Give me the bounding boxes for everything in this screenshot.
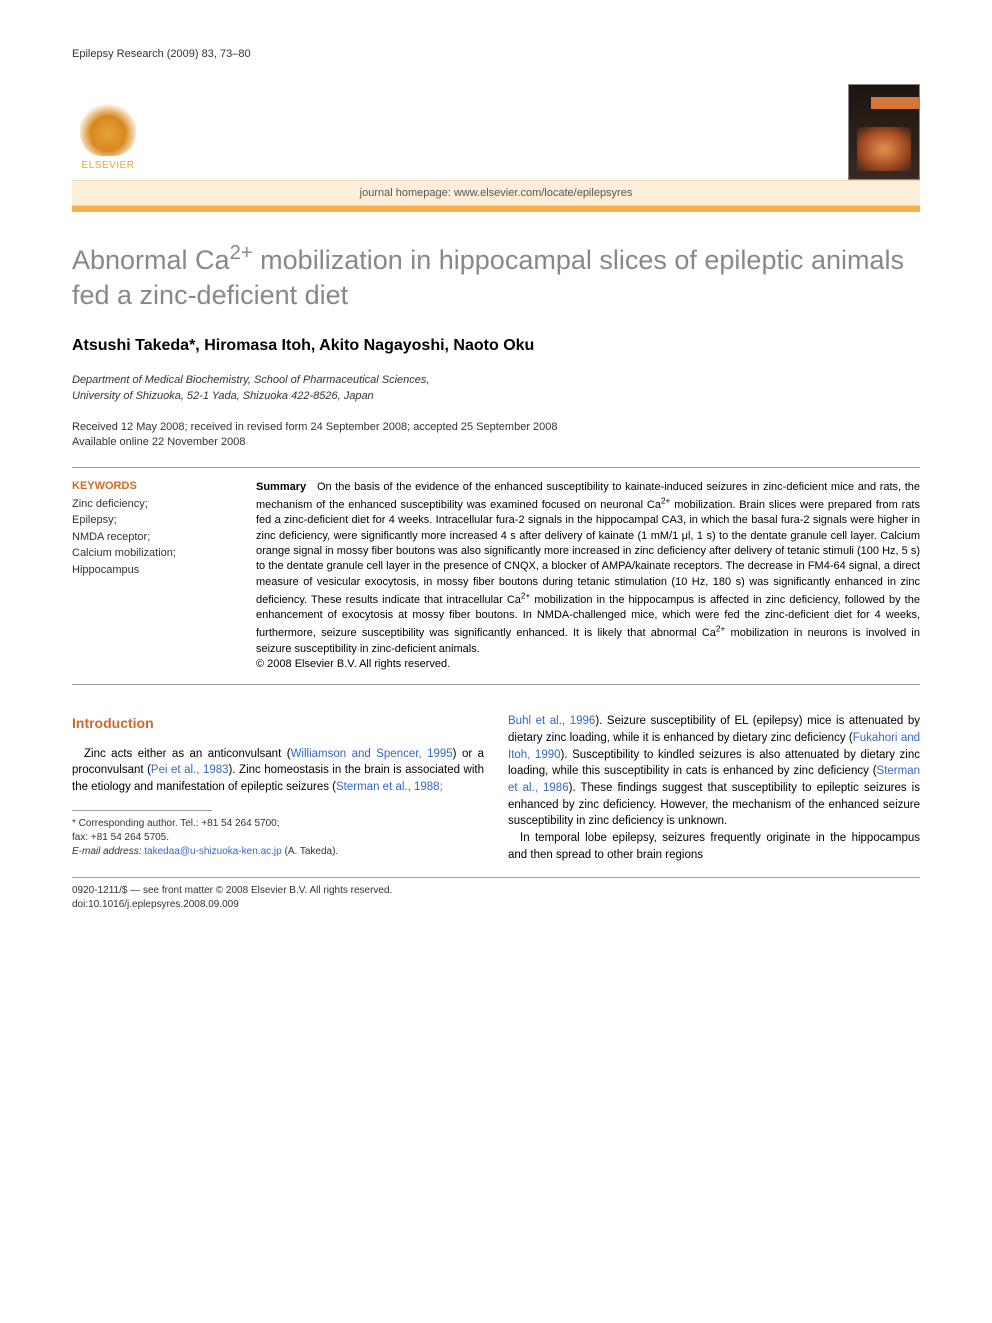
article-title: Abnormal Ca2+ mobilization in hippocampa… <box>72 240 920 313</box>
journal-cover-thumbnail <box>848 84 920 180</box>
footnote-divider <box>72 810 212 811</box>
affiliation-line: University of Shizuoka, 52-1 Yada, Shizu… <box>72 389 920 404</box>
intro-paragraph: Zinc acts either as an anticonvulsant (W… <box>72 746 484 796</box>
divider <box>72 877 920 878</box>
summary-body: On the basis of the evidence of the enha… <box>256 481 920 655</box>
email-suffix: (A. Takeda). <box>284 846 338 857</box>
divider <box>72 684 920 685</box>
corresponding-author-fax: fax: +81 54 264 5705. <box>72 831 484 845</box>
intro-paragraph: Buhl et al., 1996). Seizure susceptibili… <box>508 713 920 830</box>
introduction-heading: Introduction <box>72 713 484 733</box>
dates-received: Received 12 May 2008; received in revise… <box>72 420 920 435</box>
summary-label: Summary <box>256 481 306 493</box>
dates-online: Available online 22 November 2008 <box>72 435 920 450</box>
corresponding-author-tel: * Corresponding author. Tel.: +81 54 264… <box>72 817 484 831</box>
affiliation: Department of Medical Biochemistry, Scho… <box>72 373 920 404</box>
keywords-list: Zinc deficiency;Epilepsy;NMDA receptor;C… <box>72 496 232 579</box>
corresponding-email[interactable]: takedaa@u-shizuoka-ken.ac.jp <box>144 846 281 857</box>
orange-divider <box>72 206 920 212</box>
author-list: Atsushi Takeda*, Hiromasa Itoh, Akito Na… <box>72 337 920 355</box>
divider <box>72 467 920 468</box>
intro-paragraph: In temporal lobe epilepsy, seizures freq… <box>508 830 920 863</box>
journal-homepage-bar: journal homepage: www.elsevier.com/locat… <box>72 180 920 206</box>
elsevier-label: ELSEVIER <box>82 160 135 171</box>
journal-citation: Epilepsy Research (2009) 83, 73–80 <box>72 48 251 60</box>
front-matter-line: 0920-1211/$ — see front matter © 2008 El… <box>72 884 920 898</box>
doi-line: doi:10.1016/j.eplepsyres.2008.09.009 <box>72 898 920 912</box>
article-dates: Received 12 May 2008; received in revise… <box>72 420 920 451</box>
elsevier-tree-icon <box>80 100 136 156</box>
summary-text: Summary On the basis of the evidence of … <box>256 480 920 673</box>
affiliation-line: Department of Medical Biochemistry, Scho… <box>72 373 920 388</box>
email-label: E-mail address: <box>72 846 141 857</box>
summary-copyright: © 2008 Elsevier B.V. All rights reserved… <box>256 658 450 670</box>
elsevier-logo: ELSEVIER <box>72 100 144 180</box>
footnotes: * Corresponding author. Tel.: +81 54 264… <box>72 817 484 859</box>
keywords-heading: KEYWORDS <box>72 480 232 492</box>
